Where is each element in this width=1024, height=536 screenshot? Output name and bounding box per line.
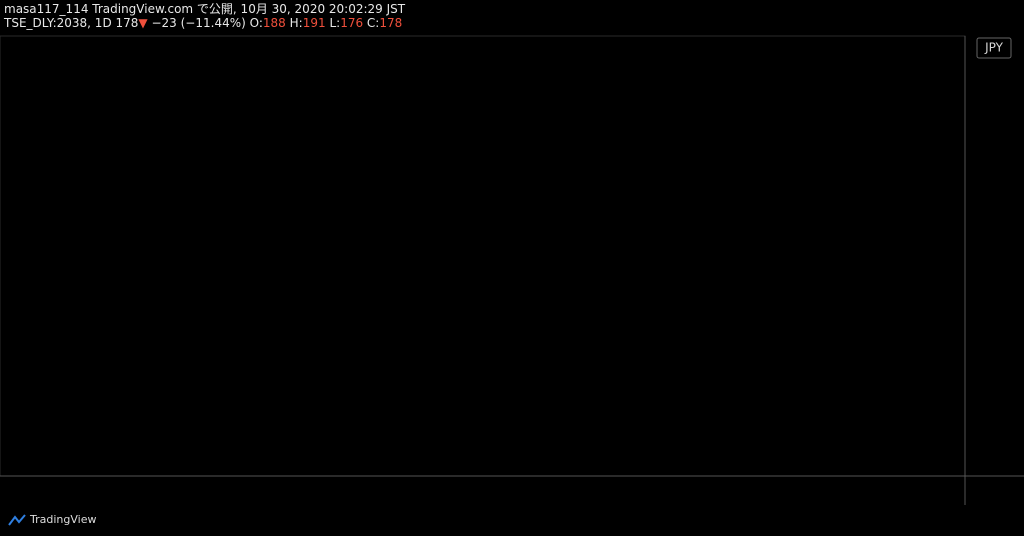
ohlc-label: L: — [329, 16, 341, 30]
ohlc-value: 191 — [302, 16, 326, 30]
currency-box[interactable] — [976, 37, 1012, 59]
arrow: ▼ — [138, 16, 148, 30]
header: masa117_114 TradingView.com で公開, 10月 30,… — [4, 2, 405, 30]
plot-area — [0, 35, 966, 477]
last-close: 178 — [115, 16, 139, 30]
brand: TradingView — [30, 513, 97, 526]
symbol: TSE_DLY:2038, 1D — [4, 16, 112, 30]
ohlc-label: O: — [249, 16, 263, 30]
ohlc-value: 176 — [340, 16, 364, 30]
footer: TradingView — [8, 513, 96, 526]
chart: JPY — [0, 35, 1024, 505]
ohlc-value: 188 — [262, 16, 286, 30]
logo — [8, 513, 26, 526]
ohlc-label: C: — [366, 16, 380, 30]
ohlc-value: 178 — [379, 16, 403, 30]
change: −23 (−11.44%) — [151, 16, 246, 30]
header-line1: masa117_114 TradingView.com で公開, 10月 30,… — [4, 2, 406, 16]
currency: JPY — [984, 41, 1004, 55]
ohlc-label: H: — [289, 16, 303, 30]
header-line2: TSE_DLY:2038, 1D 178▼ −23 (−11.44%) O:18… — [4, 16, 405, 30]
